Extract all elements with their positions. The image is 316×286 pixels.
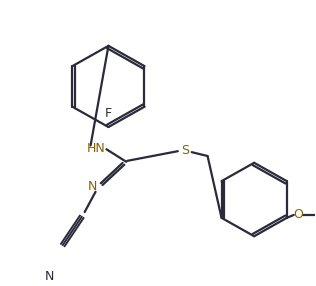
Text: HN: HN: [87, 142, 105, 155]
Text: S: S: [181, 144, 189, 157]
Text: N: N: [44, 270, 54, 283]
Text: O: O: [294, 208, 304, 221]
Text: F: F: [105, 107, 112, 120]
Text: N: N: [88, 180, 98, 193]
